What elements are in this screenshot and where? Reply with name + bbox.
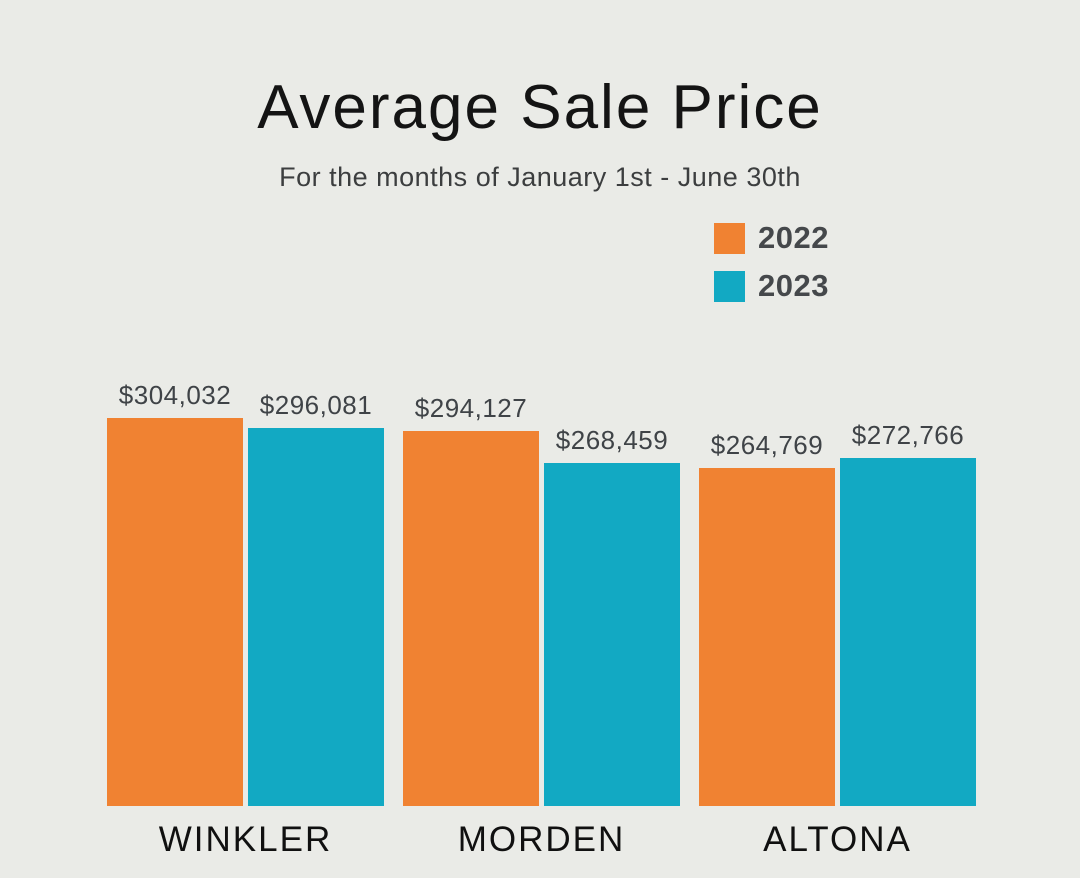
value-label-morden-2023: $268,459 (555, 425, 669, 455)
legend: 2022 2023 (714, 220, 829, 304)
value-label-altona-2022: $264,769 (710, 430, 824, 460)
bar-altona-2023: $272,766 (840, 420, 976, 806)
value-label-altona-2023: $272,766 (851, 420, 965, 450)
legend-label-2023: 2023 (758, 268, 829, 303)
category-label-altona: ALTONA (763, 820, 912, 859)
bar-group-morden: $294,127 $268,459 MORDEN (403, 0, 680, 859)
chart-subtitle: For the months of January 1st - June 30t… (279, 162, 801, 192)
bar-group-altona: $264,769 $272,766 ALTONA (699, 0, 976, 859)
legend-swatch-2023 (714, 270, 745, 302)
bar-altona-2022: $264,769 (699, 430, 835, 806)
legend-item-2022: 2022 (714, 220, 829, 256)
bar-chart: $304,032 $296,081 WINKLER $294,127 $268,459 M… (107, 0, 976, 859)
category-label-morden: MORDEN (457, 820, 626, 859)
legend-label-2022: 2022 (758, 220, 829, 255)
bar-morden-2023: $268,459 (544, 425, 680, 806)
legend-swatch-2022 (714, 222, 745, 254)
value-label-winkler-2022: $304,032 (118, 380, 232, 410)
chart-title: Average Sale Price (257, 73, 823, 142)
bar-winkler-2022: $304,032 (107, 380, 243, 806)
bar-winkler-2023: $296,081 (248, 390, 384, 806)
bar-group-winkler: $304,032 $296,081 WINKLER (107, 0, 384, 859)
legend-item-2023: 2023 (714, 268, 829, 304)
bar-morden-2022: $294,127 (403, 393, 539, 806)
value-label-morden-2022: $294,127 (414, 393, 528, 423)
value-label-winkler-2023: $296,081 (259, 390, 373, 420)
category-label-winkler: WINKLER (158, 820, 333, 859)
